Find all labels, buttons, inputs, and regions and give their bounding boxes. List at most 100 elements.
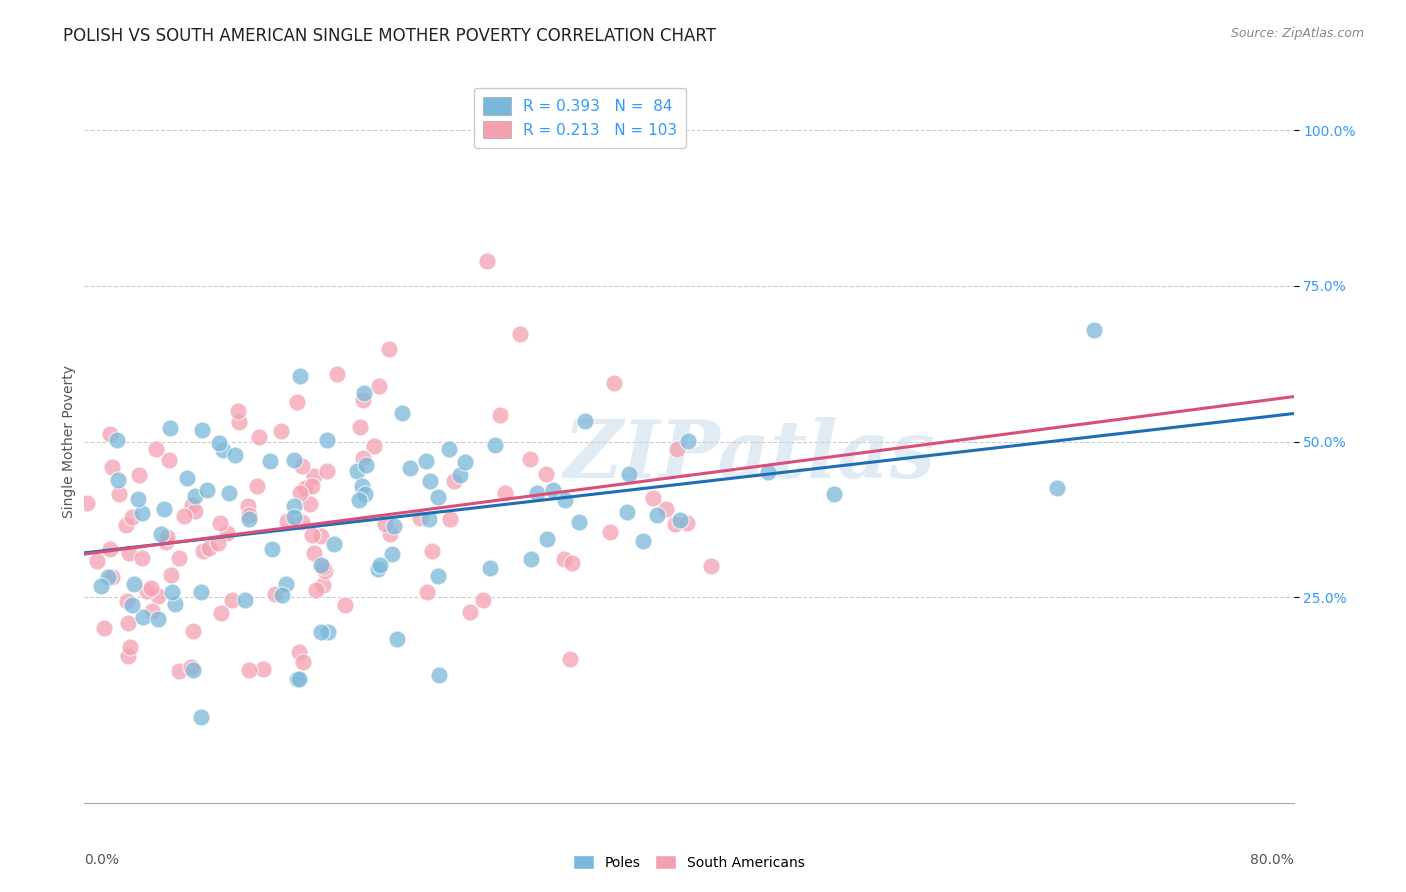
Point: [247, 430, 270, 444]
Point: [298, 497, 321, 511]
Point: [233, 593, 256, 607]
Point: [117, 615, 139, 630]
Point: [101, 569, 124, 583]
Point: [226, 403, 249, 417]
Point: [554, 492, 576, 507]
Point: [108, 487, 131, 501]
Point: [190, 585, 212, 599]
Point: [246, 479, 269, 493]
Point: [181, 498, 204, 512]
Point: [260, 542, 283, 557]
Point: [543, 483, 565, 498]
Point: [156, 530, 179, 544]
Point: [195, 483, 218, 497]
Point: [312, 578, 335, 592]
Point: [368, 558, 391, 573]
Point: [631, 534, 654, 549]
Point: [352, 393, 374, 408]
Point: [367, 562, 389, 576]
Point: [136, 583, 159, 598]
Point: [118, 546, 141, 560]
Point: [675, 516, 697, 530]
Point: [700, 558, 723, 573]
Text: Source: ZipAtlas.com: Source: ZipAtlas.com: [1230, 27, 1364, 40]
Point: [287, 672, 309, 686]
Point: [224, 448, 246, 462]
Point: [127, 491, 149, 506]
Point: [173, 509, 195, 524]
Point: [121, 598, 143, 612]
Point: [184, 490, 207, 504]
Point: [274, 577, 297, 591]
Point: [221, 593, 243, 607]
Point: [427, 490, 450, 504]
Point: [76, 495, 98, 509]
Point: [326, 368, 349, 382]
Point: [574, 414, 596, 428]
Point: [350, 479, 373, 493]
Point: [416, 585, 439, 599]
Point: [121, 509, 143, 524]
Point: [561, 556, 583, 570]
Point: [669, 513, 692, 527]
Point: [484, 438, 506, 452]
Point: [184, 504, 207, 518]
Point: [472, 592, 495, 607]
Point: [290, 486, 312, 500]
Point: [380, 547, 402, 561]
Point: [198, 541, 221, 555]
Point: [167, 664, 190, 678]
Point: [291, 515, 314, 529]
Point: [115, 518, 138, 533]
Point: [536, 533, 558, 547]
Point: [180, 660, 202, 674]
Point: [208, 516, 231, 531]
Point: [427, 668, 450, 682]
Point: [382, 518, 405, 533]
Point: [291, 458, 314, 473]
Point: [475, 254, 498, 268]
Y-axis label: Single Mother Poverty: Single Mother Poverty: [62, 365, 76, 518]
Point: [98, 542, 121, 557]
Point: [264, 587, 287, 601]
Point: [449, 467, 471, 482]
Point: [176, 471, 198, 485]
Point: [146, 589, 169, 603]
Point: [443, 474, 465, 488]
Point: [90, 579, 112, 593]
Point: [155, 535, 177, 549]
Point: [415, 454, 437, 468]
Point: [208, 436, 231, 450]
Point: [437, 442, 460, 456]
Point: [315, 465, 337, 479]
Point: [124, 577, 146, 591]
Point: [318, 625, 340, 640]
Point: [131, 507, 153, 521]
Point: [150, 526, 173, 541]
Point: [107, 473, 129, 487]
Point: [509, 326, 531, 341]
Point: [283, 453, 305, 467]
Point: [756, 465, 779, 479]
Point: [141, 604, 163, 618]
Point: [159, 421, 181, 435]
Text: POLISH VS SOUTH AMERICAN SINGLE MOTHER POVERTY CORRELATION CHART: POLISH VS SOUTH AMERICAN SINGLE MOTHER P…: [63, 27, 716, 45]
Point: [218, 486, 240, 500]
Point: [191, 544, 214, 558]
Point: [347, 492, 370, 507]
Point: [283, 499, 305, 513]
Point: [568, 515, 591, 529]
Point: [162, 584, 184, 599]
Point: [146, 612, 169, 626]
Point: [312, 559, 335, 574]
Point: [101, 459, 124, 474]
Point: [285, 395, 308, 409]
Point: [183, 624, 205, 638]
Point: [1045, 482, 1067, 496]
Point: [408, 511, 430, 525]
Point: [349, 420, 371, 434]
Point: [367, 379, 389, 393]
Point: [553, 551, 575, 566]
Point: [212, 442, 235, 457]
Point: [374, 517, 396, 532]
